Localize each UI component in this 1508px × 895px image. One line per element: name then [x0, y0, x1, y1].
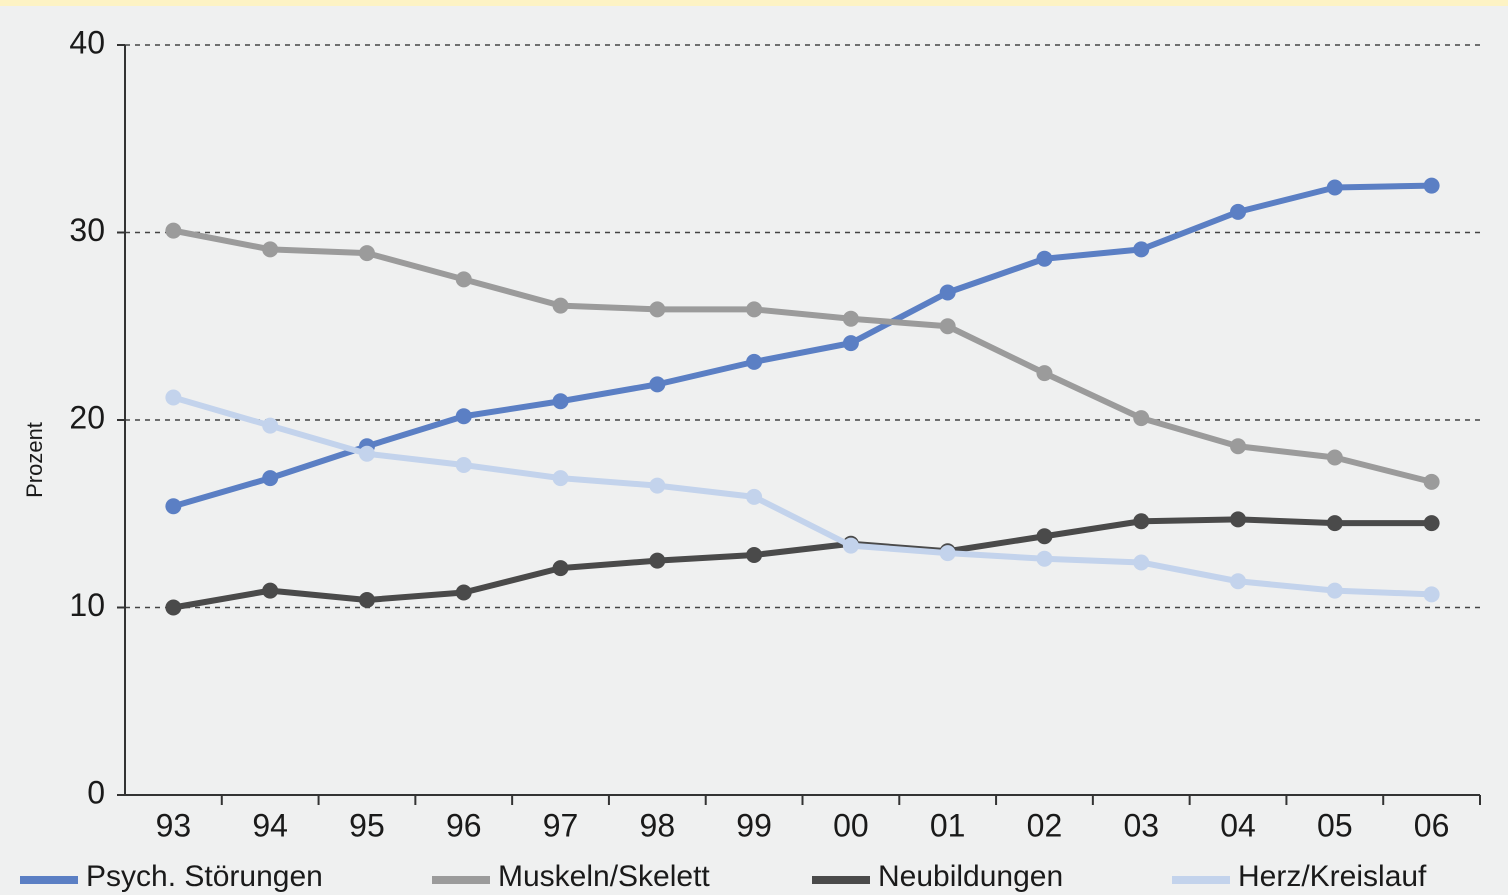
- data-point: [939, 318, 956, 335]
- data-point: [165, 498, 182, 515]
- data-point: [746, 353, 763, 370]
- data-point: [262, 417, 279, 434]
- x-tick-label: 01: [930, 807, 966, 843]
- data-point: [552, 393, 569, 410]
- x-tick-label: 02: [1027, 807, 1063, 843]
- y-tick-label: 20: [69, 399, 105, 435]
- data-point: [455, 271, 472, 288]
- data-point: [1326, 449, 1343, 466]
- data-point: [1326, 582, 1343, 599]
- data-point: [842, 537, 859, 554]
- data-point: [842, 310, 859, 327]
- x-tick-label: 06: [1414, 807, 1450, 843]
- series-line: [172, 394, 1432, 598]
- data-point: [1230, 573, 1247, 590]
- data-point: [746, 301, 763, 318]
- data-point: [1423, 473, 1440, 490]
- x-tick-label: 99: [736, 807, 772, 843]
- data-point: [1423, 515, 1440, 532]
- data-point: [1230, 511, 1247, 528]
- data-point: [1133, 241, 1150, 258]
- data-point: [165, 222, 182, 239]
- data-point: [649, 301, 666, 318]
- data-point: [358, 592, 375, 608]
- data-point: [1230, 203, 1247, 220]
- data-point: [358, 445, 375, 462]
- data-point: [1133, 410, 1150, 427]
- x-tick-label: 00: [833, 807, 869, 843]
- data-point: [1036, 550, 1053, 567]
- x-tick-label: 95: [349, 807, 385, 843]
- data-point: [455, 457, 472, 473]
- data-point: [358, 245, 375, 262]
- data-point: [552, 297, 569, 314]
- data-point: [1133, 554, 1150, 571]
- data-point: [649, 477, 666, 494]
- data-point: [165, 389, 182, 406]
- data-point: [1423, 177, 1440, 194]
- data-point: [1423, 586, 1440, 603]
- x-tick-label: 97: [543, 807, 579, 843]
- data-point: [649, 376, 666, 393]
- y-tick-label: 10: [69, 587, 105, 623]
- data-point: [165, 599, 182, 616]
- data-point: [1230, 438, 1247, 455]
- y-tick-label: 0: [87, 774, 105, 810]
- y-tick-label: 30: [69, 212, 105, 248]
- data-point: [262, 470, 279, 487]
- data-point: [746, 547, 763, 563]
- data-point: [746, 488, 763, 505]
- x-tick-label: 05: [1317, 807, 1353, 843]
- x-tick-label: 04: [1220, 807, 1256, 843]
- legend-label: Psych. Störungen: [86, 860, 323, 893]
- data-point: [1036, 528, 1053, 545]
- data-point: [262, 582, 279, 599]
- data-point: [1133, 513, 1150, 530]
- data-point: [455, 584, 472, 601]
- x-tick-label: 03: [1123, 807, 1159, 843]
- data-point: [1036, 365, 1053, 382]
- data-point: [939, 284, 956, 301]
- data-point: [649, 552, 666, 569]
- series-line: [172, 182, 1432, 510]
- series-line: [172, 516, 1432, 611]
- x-tick-label: 98: [640, 807, 676, 843]
- data-point: [1036, 250, 1053, 267]
- x-tick-label: 93: [156, 807, 192, 843]
- data-point: [455, 408, 472, 425]
- data-point: [939, 545, 956, 562]
- data-point: [842, 335, 859, 352]
- series-line: [172, 227, 1433, 485]
- top-strip: [0, 0, 1508, 6]
- data-point: [1326, 179, 1343, 196]
- y-tick-label: 40: [69, 24, 105, 60]
- legend-label: Herz/Kreislauf: [1238, 860, 1427, 893]
- data-point: [262, 241, 279, 258]
- data-point: [552, 470, 569, 487]
- data-point: [1326, 515, 1343, 532]
- legend-label: Muskeln/Skelett: [498, 860, 710, 893]
- x-tick-label: 96: [446, 807, 482, 843]
- y-axis-label: Prozent: [22, 422, 47, 498]
- x-tick-label: 94: [252, 807, 288, 843]
- data-point: [552, 560, 569, 577]
- legend-label: Neubildungen: [878, 860, 1063, 893]
